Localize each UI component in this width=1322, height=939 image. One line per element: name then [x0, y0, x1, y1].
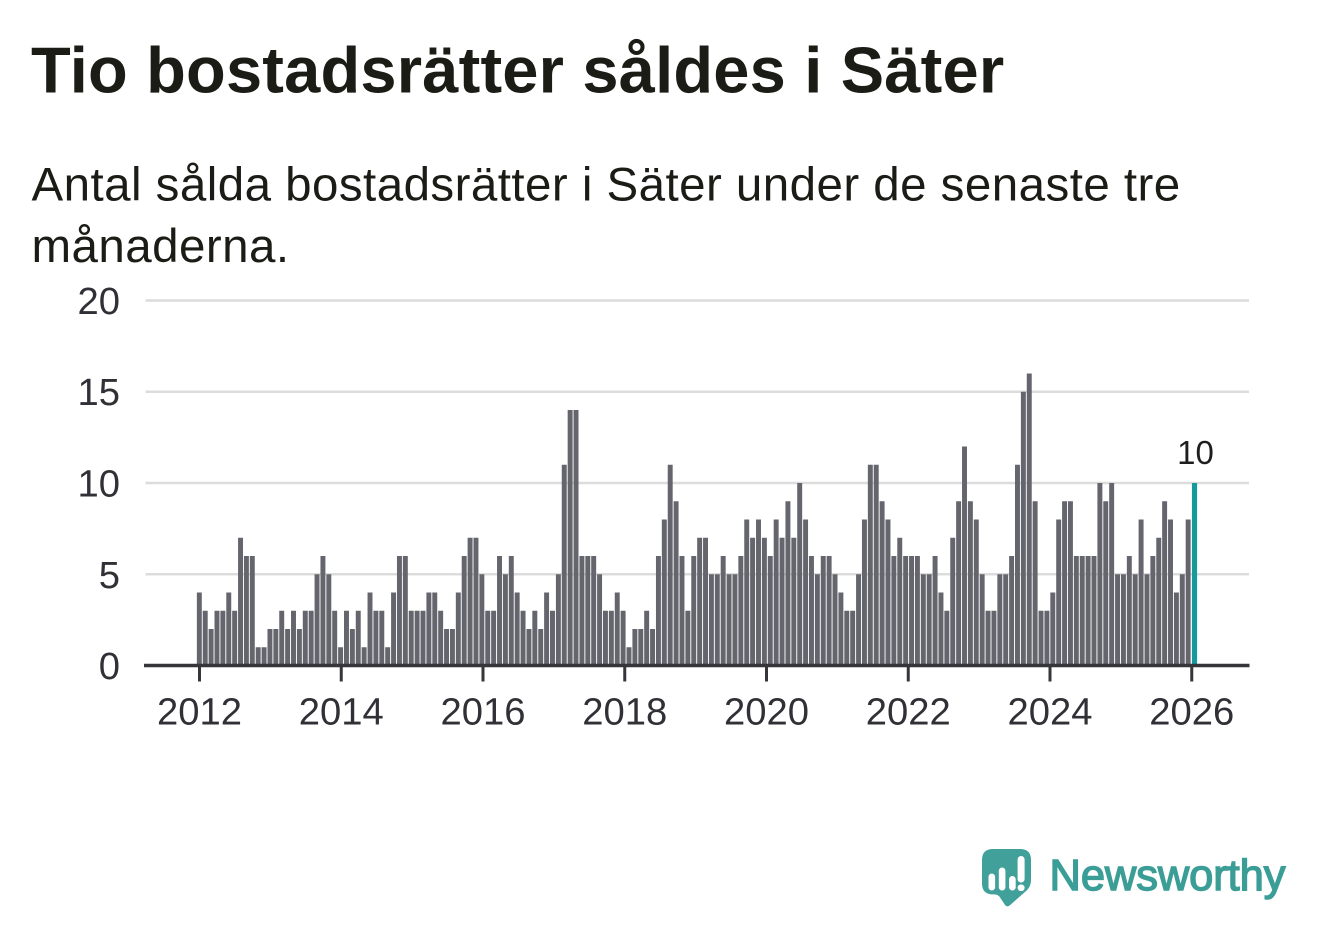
svg-text:2024: 2024 [1008, 691, 1093, 734]
svg-text:10: 10 [1177, 434, 1214, 471]
svg-text:månaderna.: månaderna. [32, 220, 290, 273]
svg-text:0: 0 [99, 645, 120, 688]
svg-text:2026: 2026 [1149, 691, 1234, 734]
svg-text:15: 15 [78, 371, 120, 414]
svg-text:2020: 2020 [724, 691, 809, 734]
svg-text:Newsworthy: Newsworthy [1050, 852, 1286, 900]
svg-text:Antal sålda bostadsrätter i Sä: Antal sålda bostadsrätter i Säter under … [32, 159, 1181, 212]
svg-text:2022: 2022 [866, 691, 951, 734]
svg-text:10: 10 [78, 463, 120, 506]
svg-text:Tio bostadsrätter såldes i Sät: Tio bostadsrätter såldes i Säter [31, 34, 1004, 107]
svg-text:20: 20 [78, 280, 120, 323]
svg-text:2012: 2012 [157, 691, 242, 734]
svg-text:5: 5 [99, 554, 120, 597]
svg-text:2016: 2016 [441, 691, 526, 734]
svg-text:2014: 2014 [299, 691, 384, 734]
svg-text:2018: 2018 [582, 691, 667, 734]
